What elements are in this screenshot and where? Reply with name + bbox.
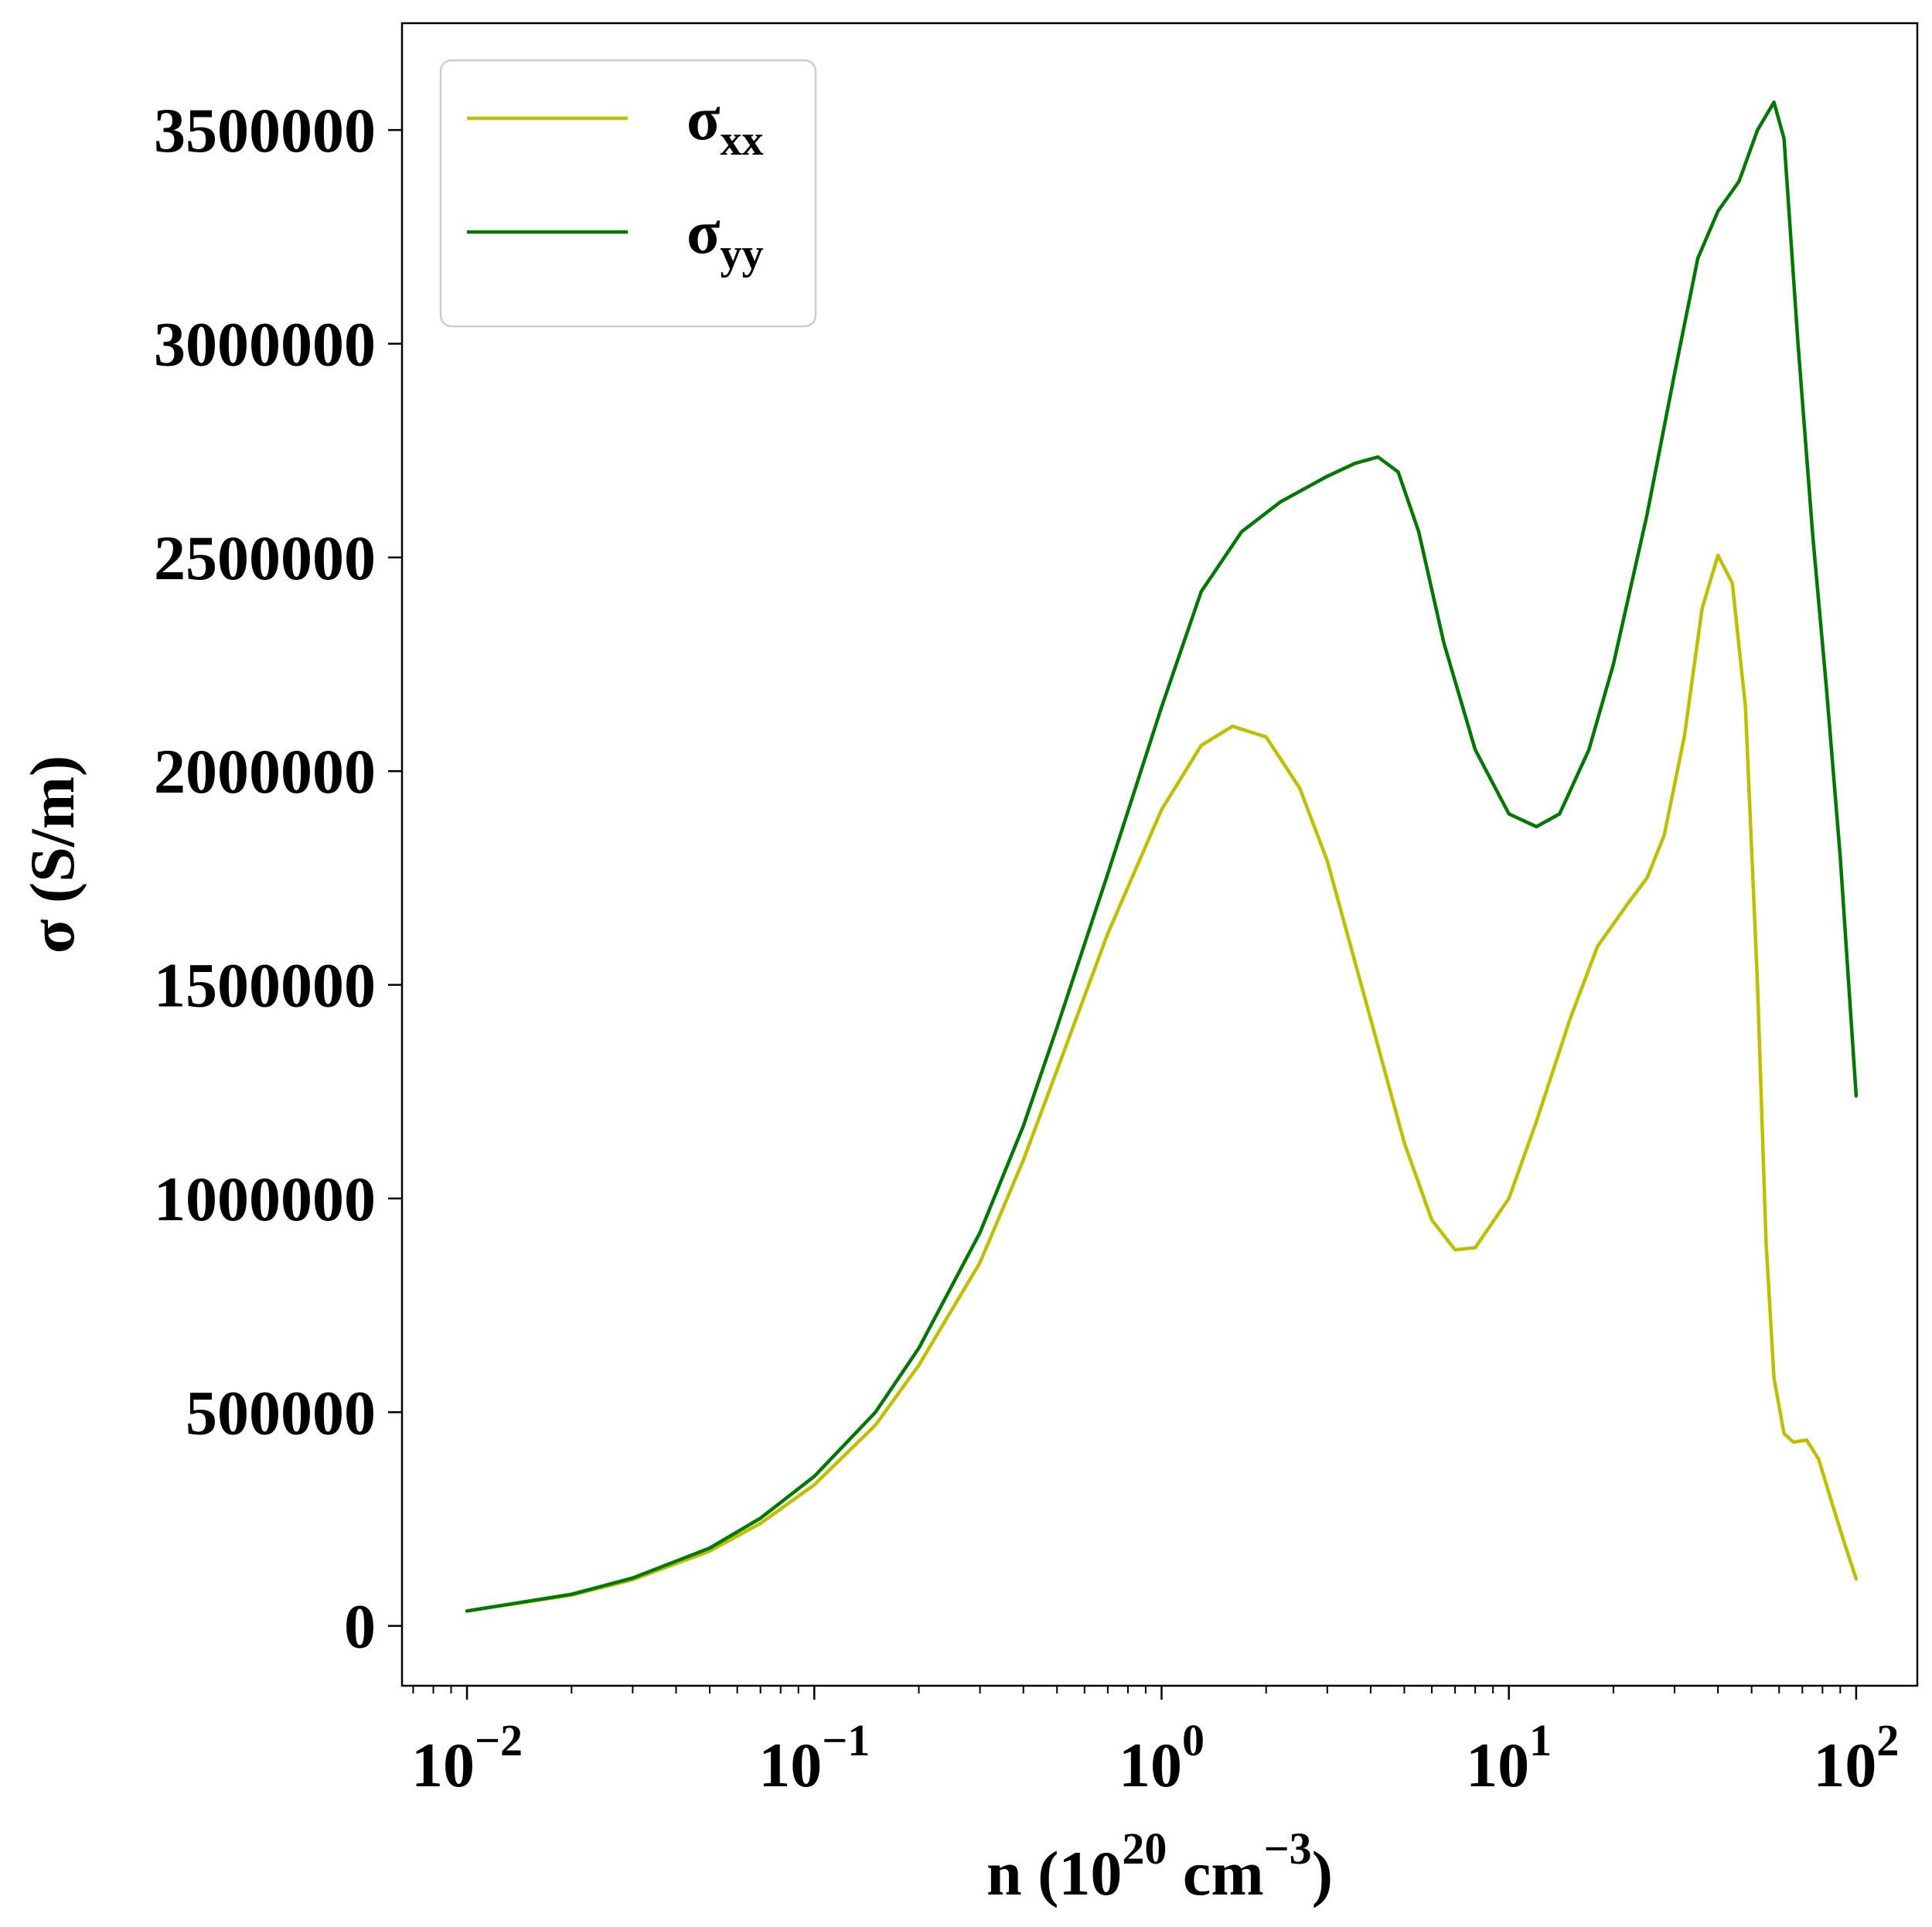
legend-label-sigma-yy-sub: yy — [721, 230, 764, 278]
y-axis-title: σ (S/m) — [17, 755, 87, 953]
x-tick-label: 101 — [1466, 1715, 1552, 1800]
x-axis-title-main: n (10 — [986, 1838, 1122, 1908]
series-layer — [465, 100, 1859, 1613]
x-axis-title: n (1020 cm−3) — [986, 1823, 1333, 1908]
y-tick-label: 0 — [344, 1591, 376, 1662]
x-axis-title-end: ) — [1312, 1838, 1333, 1908]
y-tick-label: 1000000 — [154, 1164, 376, 1234]
legend-box — [439, 59, 817, 328]
x-axis-title-sup2: −3 — [1264, 1823, 1312, 1874]
x-axis-title-mid: cm — [1167, 1838, 1263, 1908]
x-tick-label: 10−2 — [411, 1715, 523, 1800]
y-tick-label: 3000000 — [154, 309, 376, 380]
legend-label-sigma-xx: σxx — [687, 85, 764, 165]
y-tick-label: 2500000 — [154, 523, 376, 593]
series-line-σyy — [465, 100, 1859, 1613]
x-axis: 10−2 10−1 100 101 102 — [411, 1686, 1899, 1800]
legend-label-sigma-xx-sub: xx — [721, 117, 764, 165]
y-tick-label: 2000000 — [154, 736, 376, 807]
y-tick-label: 1500000 — [154, 950, 376, 1021]
legend-label-sigma-yy: σyy — [687, 199, 764, 278]
legend: σxx σyy — [439, 59, 817, 328]
x-tick-label: 10−1 — [758, 1715, 870, 1800]
y-tick-label: 3500000 — [154, 95, 376, 165]
y-tick-label: 500000 — [186, 1377, 376, 1448]
x-axis-title-sup1: 20 — [1122, 1823, 1167, 1874]
plot-frame — [400, 22, 1919, 1687]
legend-label-sigma-yy-main: σ — [687, 199, 721, 267]
x-tick-label: 102 — [1813, 1715, 1899, 1800]
series-line-σxx — [465, 553, 1859, 1613]
x-tick-label: 100 — [1119, 1715, 1205, 1800]
legend-label-sigma-xx-main: σ — [687, 85, 721, 153]
y-axis: 0 500000 1000000 1500000 2000000 2500000 30000… — [154, 95, 402, 1662]
